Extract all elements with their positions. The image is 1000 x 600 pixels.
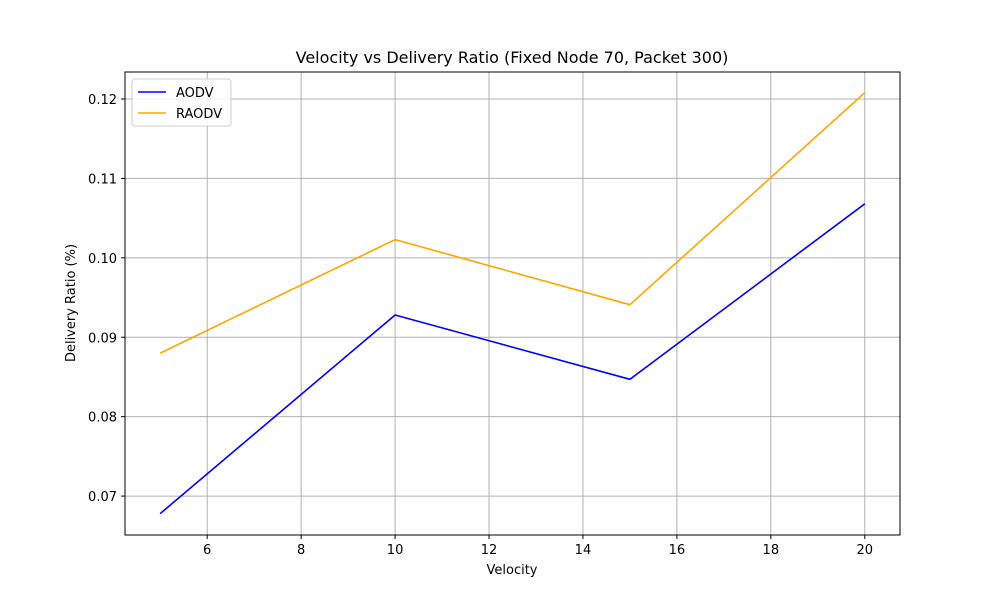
legend-label-aodv: AODV xyxy=(176,86,214,101)
series-line-aodv xyxy=(159,203,866,515)
x-tick-label: 18 xyxy=(763,543,780,558)
legend-box xyxy=(131,78,232,127)
y-tick-label: 0.07 xyxy=(88,490,117,505)
x-tick-label: 8 xyxy=(297,543,305,558)
x-tick-label: 6 xyxy=(203,543,211,558)
x-tick-label: 16 xyxy=(669,543,686,558)
y-tick-label: 0.10 xyxy=(88,252,117,267)
x-tick-label: 12 xyxy=(481,543,498,558)
y-tick-label: 0.08 xyxy=(88,411,117,426)
legend: AODV RAODV xyxy=(131,78,232,127)
y-axis: 0.07 0.08 0.09 0.10 0.11 0.12 xyxy=(88,93,125,505)
x-axis-title: Velocity xyxy=(487,563,538,578)
y-tick-label: 0.12 xyxy=(88,93,117,108)
x-tick-label: 20 xyxy=(856,543,873,558)
series-line-raodv xyxy=(159,92,866,354)
chart-title: Velocity vs Delivery Ratio (Fixed Node 7… xyxy=(296,48,729,67)
y-tick-label: 0.11 xyxy=(88,172,117,187)
y-tick-label: 0.09 xyxy=(88,331,117,346)
y-axis-title: Delivery Ratio (%) xyxy=(64,244,79,362)
series-layer xyxy=(159,92,866,515)
plot-frame xyxy=(124,71,901,536)
x-tick-label: 14 xyxy=(575,543,592,558)
x-tick-label: 10 xyxy=(387,543,404,558)
grid xyxy=(125,72,900,535)
x-axis: 6 8 10 12 14 16 18 20 xyxy=(203,535,873,558)
legend-label-raodv: RAODV xyxy=(176,107,222,122)
